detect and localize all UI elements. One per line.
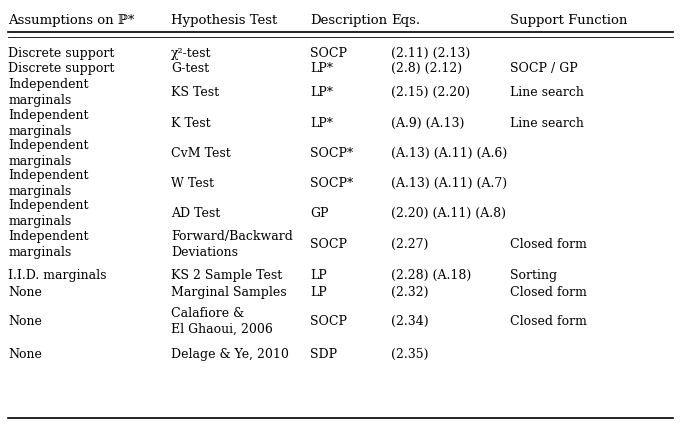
Text: (A.9) (A.13): (A.9) (A.13) (392, 117, 464, 130)
Text: Marginal Samples: Marginal Samples (171, 286, 287, 299)
Text: SOCP*: SOCP* (310, 147, 353, 160)
Text: Forward/Backward
Deviations: Forward/Backward Deviations (171, 230, 293, 259)
Text: AD Test: AD Test (171, 207, 220, 220)
Text: LP*: LP* (310, 86, 333, 99)
Text: Discrete support: Discrete support (8, 62, 114, 74)
Text: (2.11) (2.13): (2.11) (2.13) (392, 47, 471, 60)
Text: I.I.D. marginals: I.I.D. marginals (8, 269, 107, 282)
Text: (2.8) (2.12): (2.8) (2.12) (392, 62, 462, 74)
Text: (2.32): (2.32) (392, 286, 429, 299)
Text: Independent
marginals: Independent marginals (8, 78, 89, 107)
Text: Independent
marginals: Independent marginals (8, 139, 89, 168)
Text: SOCP / GP: SOCP / GP (510, 62, 577, 74)
Text: SOCP*: SOCP* (310, 177, 353, 190)
Text: Independent
marginals: Independent marginals (8, 109, 89, 138)
Text: LP: LP (310, 269, 327, 282)
Text: Line search: Line search (510, 86, 584, 99)
Text: Assumptions on ℙ*: Assumptions on ℙ* (8, 14, 135, 27)
Text: (2.20) (A.11) (A.8): (2.20) (A.11) (A.8) (392, 207, 507, 220)
Text: Calafiore &
El Ghaoui, 2006: Calafiore & El Ghaoui, 2006 (171, 306, 273, 336)
Text: Support Function: Support Function (510, 14, 627, 27)
Text: G-test: G-test (171, 62, 209, 74)
Text: Independent
marginals: Independent marginals (8, 199, 89, 228)
Text: None: None (8, 286, 42, 299)
Text: (2.35): (2.35) (392, 348, 429, 361)
Text: Independent
marginals: Independent marginals (8, 169, 89, 198)
Text: GP: GP (310, 207, 328, 220)
Text: Discrete support: Discrete support (8, 47, 114, 60)
Text: LP*: LP* (310, 117, 333, 130)
Text: Independent
marginals: Independent marginals (8, 230, 89, 259)
Text: LP*: LP* (310, 62, 333, 74)
Text: K Test: K Test (171, 117, 210, 130)
Text: Line search: Line search (510, 117, 584, 130)
Text: None: None (8, 348, 42, 361)
Text: (2.28) (A.18): (2.28) (A.18) (392, 269, 472, 282)
Text: KS Test: KS Test (171, 86, 219, 99)
Text: None: None (8, 315, 42, 328)
Text: SDP: SDP (310, 348, 337, 361)
Text: (2.34): (2.34) (392, 315, 429, 328)
Text: CvM Test: CvM Test (171, 147, 231, 160)
Text: Eqs.: Eqs. (392, 14, 420, 27)
Text: Sorting: Sorting (510, 269, 557, 282)
Text: Closed form: Closed form (510, 238, 587, 251)
Text: W Test: W Test (171, 177, 214, 190)
Text: Delage & Ye, 2010: Delage & Ye, 2010 (171, 348, 289, 361)
Text: Closed form: Closed form (510, 286, 587, 299)
Text: SOCP: SOCP (310, 315, 347, 328)
Text: LP: LP (310, 286, 327, 299)
Text: (A.13) (A.11) (A.7): (A.13) (A.11) (A.7) (392, 177, 507, 190)
Text: (2.15) (2.20): (2.15) (2.20) (392, 86, 471, 99)
Text: (A.13) (A.11) (A.6): (A.13) (A.11) (A.6) (392, 147, 507, 160)
Text: Hypothesis Test: Hypothesis Test (171, 14, 277, 27)
Text: χ²-test: χ²-test (171, 47, 211, 60)
Text: Description: Description (310, 14, 387, 27)
Text: KS 2 Sample Test: KS 2 Sample Test (171, 269, 282, 282)
Text: SOCP: SOCP (310, 238, 347, 251)
Text: Closed form: Closed form (510, 315, 587, 328)
Text: SOCP: SOCP (310, 47, 347, 60)
Text: (2.27): (2.27) (392, 238, 429, 251)
